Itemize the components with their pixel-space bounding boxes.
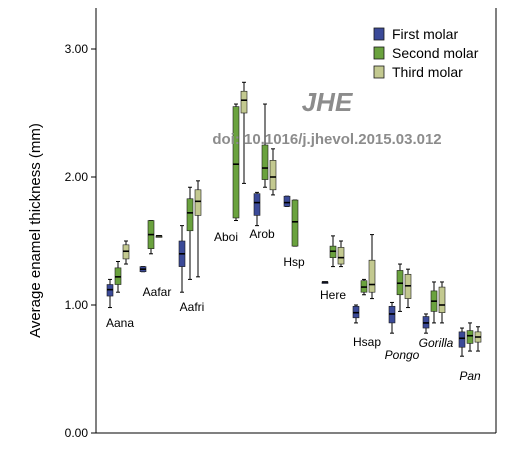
box-aboi-second-molar [232, 103, 240, 222]
box-here-third-molar [337, 240, 345, 268]
box-aana-first-molar [106, 278, 114, 309]
box-gorilla-first-molar [422, 313, 430, 334]
iqr-box [458, 331, 466, 348]
y-tick-label: 3.00 [65, 42, 89, 56]
y-tick-label: 2.00 [65, 170, 89, 184]
iqr-box [240, 90, 248, 114]
iqr-box [283, 195, 291, 207]
iqr-box [232, 106, 240, 219]
legend-swatch-3 [373, 65, 385, 79]
box-aafar-third-molar [155, 235, 163, 238]
group-label-arob: Arob [249, 227, 275, 241]
box-series [106, 81, 482, 357]
box-pongo-second-molar [396, 263, 404, 312]
box-aana-third-molar [122, 240, 130, 265]
box-pongo-first-molar [388, 301, 396, 334]
iqr-box [269, 160, 277, 191]
group-label-aafri: Aafri [180, 300, 205, 314]
box-aana-second-molar [114, 260, 122, 293]
group-label-pongo: Pongo [385, 348, 420, 362]
box-arob-first-molar [253, 191, 261, 227]
box-hsap-first-molar [352, 304, 360, 324]
legend-swatch-2 [373, 46, 385, 60]
iqr-box [368, 259, 376, 293]
group-label-hsp: Hsp [283, 255, 305, 269]
box-pongo-third-molar [404, 268, 412, 309]
iqr-box [253, 193, 261, 216]
box-hsap-third-molar [368, 234, 376, 300]
box-gorilla-third-molar [438, 281, 446, 324]
legend-label-3: Third molar [392, 64, 463, 80]
box-aafar-second-molar [147, 220, 155, 255]
box-pan-second-molar [466, 322, 474, 352]
box-aafri-third-molar [194, 180, 202, 278]
box-aafri-first-molar [178, 225, 186, 293]
iqr-box [186, 198, 194, 232]
watermark-title: JHE [302, 87, 353, 117]
group-label-pan: Pan [459, 369, 481, 383]
group-label-gorilla: Gorilla [419, 336, 454, 350]
iqr-box [337, 247, 345, 265]
group-label-here: Here [320, 288, 346, 302]
axes: 0.00 1.00 2.00 3.00 Average enamel thickness… [27, 8, 497, 440]
group-label-aboi: Aboi [214, 230, 238, 244]
y-tick-label: 1.00 [65, 298, 89, 312]
watermark-doi: doi: 10.1016/j.jhevol.2015.03.012 [212, 131, 441, 148]
iqr-box [291, 199, 299, 247]
box-arob-second-molar [261, 103, 269, 188]
box-hsap-second-molar [360, 278, 368, 296]
y-axis-label: Average enamel thickness (mm) [27, 123, 44, 338]
legend: First molar Second molar Third molar [373, 26, 479, 80]
group-label-hsap: Hsap [353, 335, 381, 349]
group-label-aana: Aana [106, 316, 134, 330]
box-pan-third-molar [474, 326, 482, 352]
box-hsp-first-molar [283, 195, 291, 207]
box-here-second-molar [329, 235, 337, 268]
y-tick-label: 0.00 [65, 426, 89, 440]
box-hsp-second-molar [291, 199, 299, 247]
box-aafri-second-molar [186, 186, 194, 280]
legend-swatch-1 [373, 27, 385, 41]
watermark: JHE doi: 10.1016/j.jhevol.2015.03.012 [212, 87, 441, 148]
group-label-aafar: Aafar [143, 285, 172, 299]
group-labels: Aana Aafar Aafri Aboi Arob Hsp Here Hsap PongoGo… [106, 227, 481, 383]
iqr-box [261, 144, 269, 180]
box-here-first-molar [321, 281, 329, 284]
iqr-box [438, 286, 446, 313]
box-aboi-third-molar [240, 81, 248, 184]
box-pan-first-molar [458, 327, 466, 357]
legend-label-1: First molar [392, 26, 458, 42]
legend-label-2: Second molar [392, 45, 479, 61]
iqr-box [194, 189, 202, 216]
box-gorilla-second-molar [430, 281, 438, 324]
box-arob-third-molar [269, 148, 277, 196]
iqr-box [466, 330, 474, 344]
box-aafar-first-molar [139, 266, 147, 273]
